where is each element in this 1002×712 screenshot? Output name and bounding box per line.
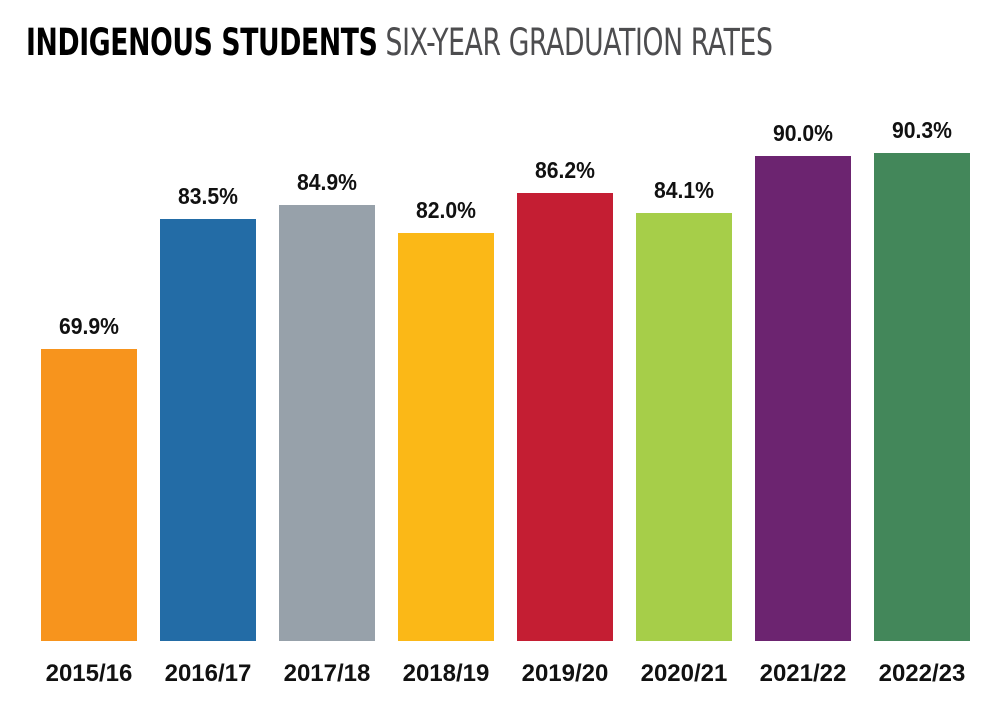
value-label: 86.2% [534,157,596,183]
bar-2015-16 [41,349,137,641]
category-label: 2021/22 [759,660,847,687]
category-label: 2017/18 [283,660,371,687]
category-label: 2016/17 [164,660,252,687]
value-label: 82.0% [415,197,477,223]
value-label: 90.0% [772,120,834,146]
value-label: 83.5% [177,183,239,209]
category-label: 2018/19 [402,660,490,687]
category-label: 2015/16 [45,660,133,687]
title-light: SIX-YEAR GRADUATION RATES [385,21,773,64]
bar-2017-18 [279,205,375,641]
bar-2020-21 [636,213,732,641]
title-bold: INDIGENOUS STUDENTS [26,21,378,64]
bar-2018-19 [398,233,494,641]
value-label: 84.9% [296,169,358,195]
value-label: 69.9% [58,313,120,339]
category-label: 2019/20 [521,660,609,687]
bar-2016-17 [160,219,256,641]
chart-title: INDIGENOUS STUDENTS SIX-YEAR GRADUATION … [26,18,773,68]
value-label: 84.1% [653,177,715,203]
bar-2022-23 [874,153,970,641]
bar-2019-20 [517,193,613,641]
bar-2021-22 [755,156,851,641]
category-label: 2020/21 [640,660,728,687]
value-label: 90.3% [891,117,953,143]
category-label: 2022/23 [878,660,966,687]
